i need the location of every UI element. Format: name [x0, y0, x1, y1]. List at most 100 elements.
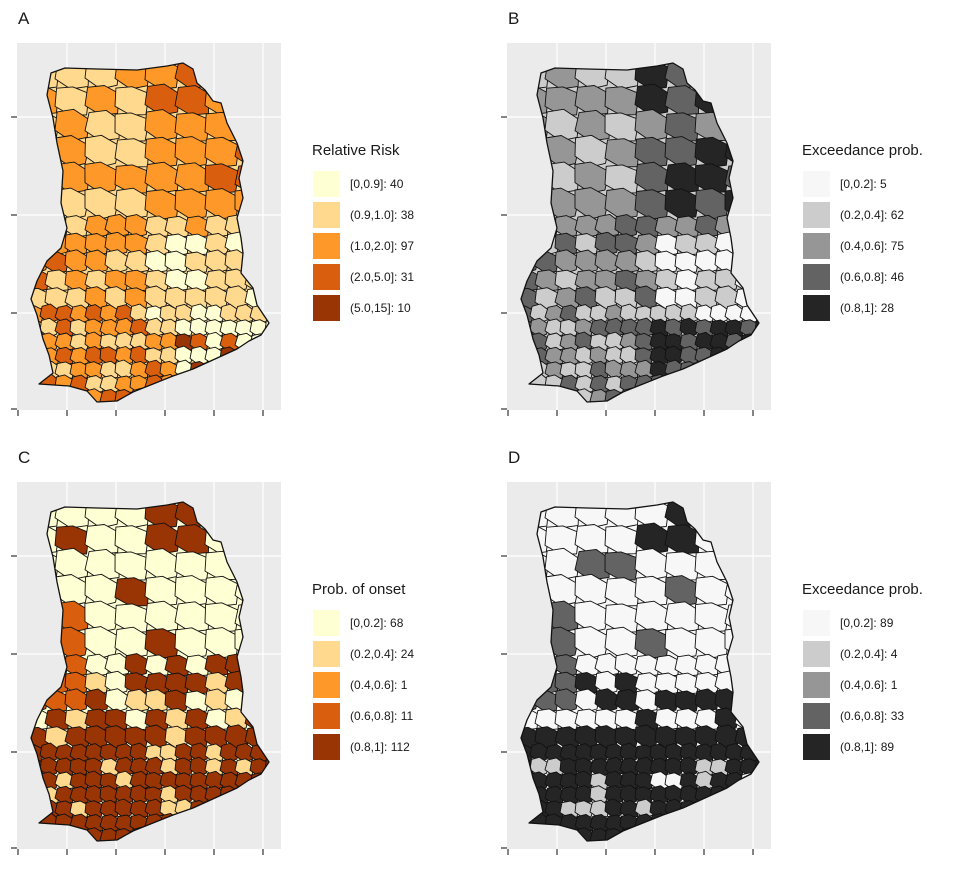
district-polygon	[574, 548, 610, 581]
district-polygon	[634, 250, 660, 274]
district-polygon	[219, 799, 240, 819]
legend-label: (0.6,0.8]: 33	[840, 708, 905, 723]
district-polygon	[264, 785, 269, 805]
choropleth-map	[507, 43, 771, 410]
district-polygon	[129, 345, 150, 366]
district-polygon	[204, 249, 230, 274]
district-polygon	[129, 770, 150, 791]
district-polygon	[634, 83, 670, 116]
district-polygon	[84, 770, 105, 791]
district-polygon	[174, 627, 210, 659]
district-polygon	[264, 813, 269, 833]
district-polygon	[244, 213, 269, 238]
district-polygon	[31, 331, 45, 352]
district-polygon	[249, 388, 269, 402]
legend: Prob. of onset [0,0.2]: 68 (0.2,0.4]: 24…	[312, 581, 414, 762]
district-polygon	[69, 388, 90, 402]
district-polygon	[144, 83, 180, 116]
district-polygon	[724, 798, 745, 819]
district-polygon	[264, 652, 269, 677]
district-polygon	[649, 826, 670, 841]
district-polygon	[144, 161, 180, 194]
legend-label: (0.6,0.8]: 11	[350, 708, 414, 723]
map-plot-area	[507, 43, 771, 410]
district-polygon	[264, 374, 269, 394]
legend-swatch	[802, 200, 831, 229]
legend-label: (0.8,1]: 28	[840, 300, 895, 315]
district-polygon	[114, 785, 135, 805]
district-polygon	[174, 757, 195, 777]
district-polygon	[679, 756, 700, 777]
district-polygon	[189, 813, 210, 833]
district-polygon	[264, 800, 269, 819]
district-polygon	[84, 134, 120, 168]
district-polygon	[574, 524, 610, 555]
district-polygon	[124, 249, 150, 274]
district-polygon	[521, 576, 550, 607]
district-polygon	[264, 267, 269, 292]
legend-label: (2.0,5.0]: 31	[350, 269, 415, 284]
district-polygon	[31, 186, 60, 220]
map-panel-d: D Exceedance prob. [0,0.2]: 89 (0.2,0.4]…	[490, 439, 957, 878]
district-polygon	[709, 303, 730, 324]
district-polygon	[174, 812, 195, 833]
district-polygon	[84, 785, 105, 805]
district-polygon	[604, 798, 625, 819]
district-polygon	[521, 63, 550, 90]
district-polygon	[144, 136, 180, 168]
district-polygon	[64, 249, 90, 274]
legend-swatch	[802, 293, 831, 322]
district-polygon	[69, 361, 90, 380]
district-polygon	[594, 670, 620, 695]
choropleth-map	[17, 43, 281, 410]
district-polygon	[31, 827, 45, 841]
district-polygon	[694, 502, 730, 529]
district-polygon	[574, 800, 595, 819]
district-polygon	[84, 85, 120, 116]
district-polygon	[559, 361, 580, 380]
district-polygon	[264, 625, 269, 659]
district-layer	[521, 502, 759, 841]
district-polygon	[144, 332, 165, 352]
district-polygon	[544, 827, 565, 841]
district-polygon	[664, 627, 700, 659]
district-polygon	[619, 742, 640, 763]
legend-swatch	[312, 670, 341, 699]
legend-swatch	[312, 732, 341, 761]
district-polygon	[264, 706, 269, 731]
district-polygon	[264, 502, 269, 529]
district-polygon	[69, 827, 90, 841]
district-polygon	[544, 525, 580, 555]
district-polygon	[84, 249, 110, 274]
district-polygon	[164, 250, 190, 274]
district-polygon	[574, 600, 610, 633]
district-polygon	[99, 388, 120, 402]
district-polygon	[234, 389, 255, 402]
district-polygon	[174, 188, 210, 220]
district-polygon	[129, 387, 150, 402]
district-polygon	[544, 388, 565, 402]
district-polygon	[264, 249, 269, 274]
district-polygon	[244, 652, 269, 677]
district-polygon	[754, 785, 759, 805]
district-polygon	[31, 232, 50, 256]
district-polygon	[574, 743, 595, 763]
legend-title: Exceedance prob.	[802, 581, 923, 598]
district-polygon	[521, 388, 535, 402]
district-polygon	[679, 813, 700, 833]
district-polygon	[39, 827, 60, 841]
district-polygon	[559, 827, 580, 841]
district-polygon	[739, 785, 759, 805]
district-polygon	[189, 303, 210, 324]
district-polygon	[31, 249, 50, 274]
district-polygon	[521, 361, 535, 380]
district-polygon	[679, 374, 700, 394]
district-polygon	[54, 388, 75, 402]
district-polygon	[189, 800, 210, 819]
district-polygon	[204, 743, 225, 763]
district-polygon	[754, 232, 759, 256]
legend-swatch	[312, 701, 341, 730]
district-polygon	[84, 743, 105, 763]
district-polygon	[264, 688, 269, 713]
district-polygon	[31, 625, 60, 659]
